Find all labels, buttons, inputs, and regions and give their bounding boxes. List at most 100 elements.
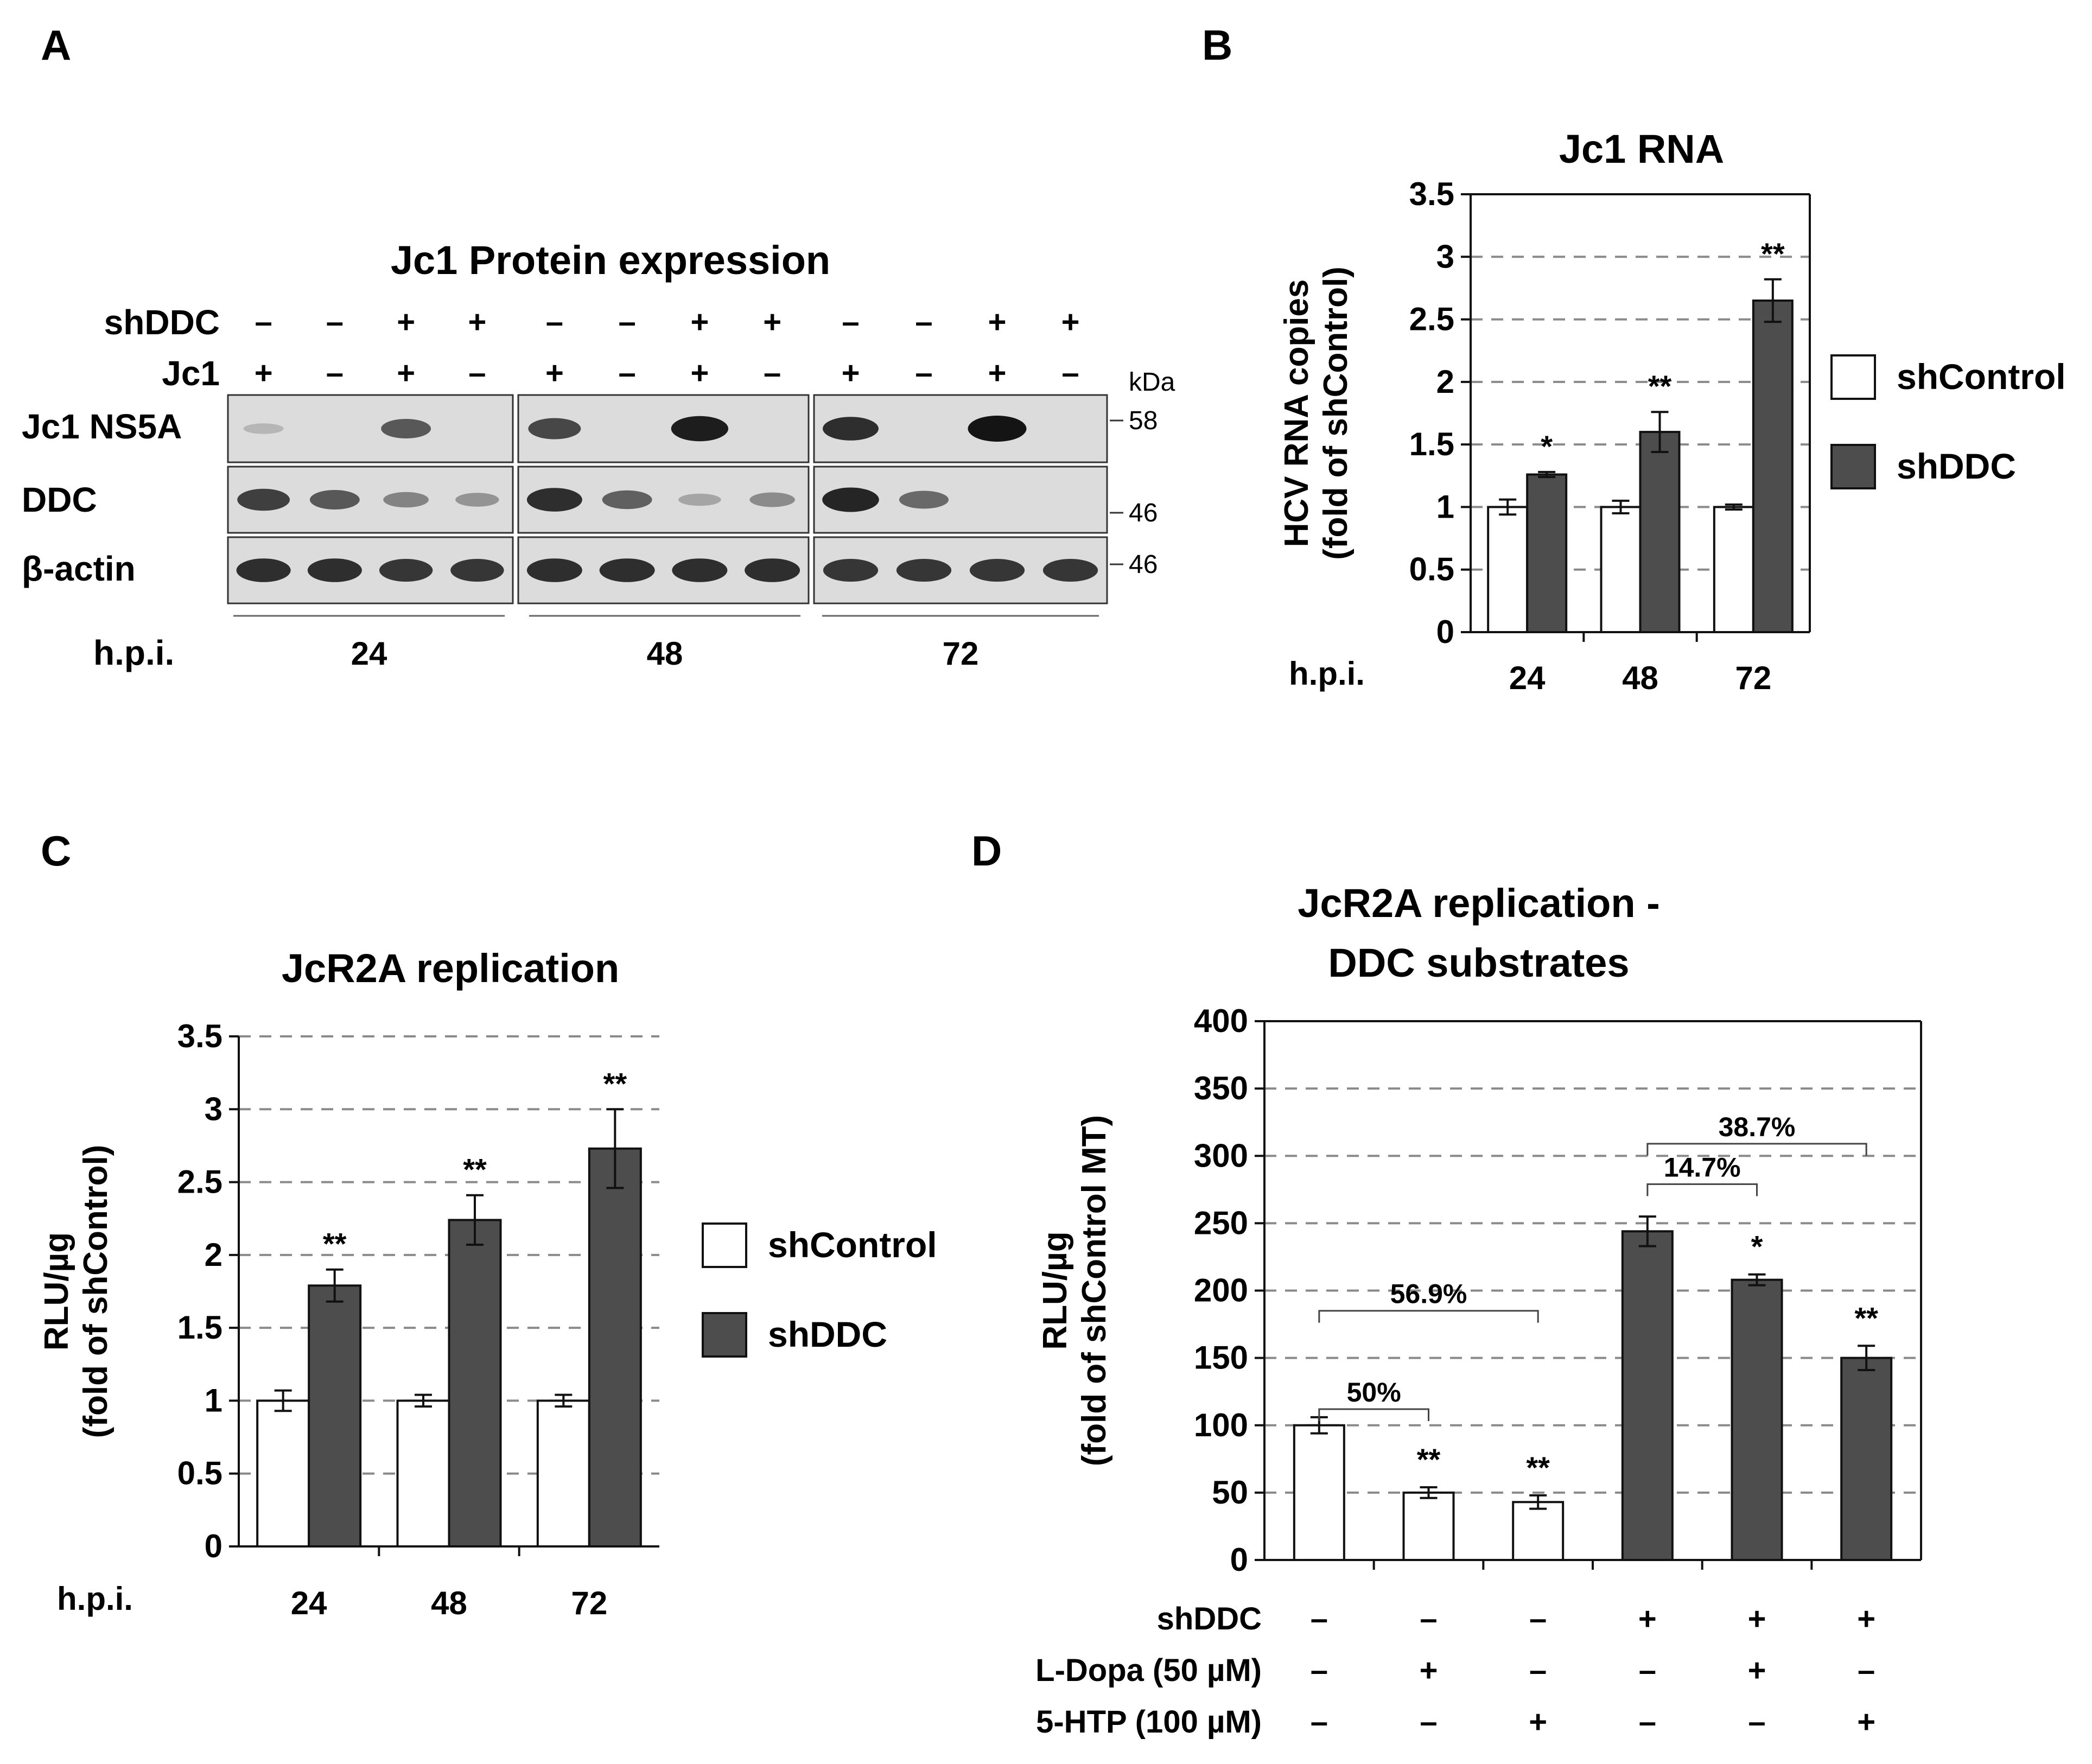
comparison-bracket — [1318, 1408, 1429, 1421]
y-tick-label: 1 — [205, 1382, 222, 1418]
jc1-sign: + — [842, 355, 860, 391]
significance-marker: * — [1541, 429, 1553, 463]
significance-marker: ** — [603, 1066, 627, 1100]
condition-sign: + — [1638, 1601, 1657, 1636]
x-axis-label: h.p.i. — [57, 1581, 133, 1617]
protein-band — [236, 558, 291, 582]
y-tick-label: 2.5 — [1409, 301, 1454, 337]
panel-c-letter: C — [41, 827, 71, 875]
y-tick-label: 250 — [1194, 1205, 1248, 1241]
blot-row-label: β-actin — [22, 549, 136, 588]
condition-sign: + — [1857, 1601, 1875, 1636]
bar-shddc — [1840, 1357, 1893, 1561]
jc1-sign: – — [468, 355, 486, 391]
jc1-sign: – — [326, 355, 344, 391]
x-category-label: 48 — [431, 1585, 467, 1621]
y-axis-label: RLU/µg — [1037, 1231, 1074, 1349]
significance-marker: ** — [1761, 237, 1785, 271]
y-tick-label: 350 — [1194, 1070, 1248, 1106]
panel-a: A Jc1 Protein expression shDDC Jc1 kDa –… — [22, 21, 1175, 672]
x-axis-label: h.p.i. — [1289, 655, 1365, 692]
condition-sign: + — [1748, 1653, 1766, 1688]
y-tick-label: 1.5 — [177, 1309, 222, 1346]
y-tick-label: 2 — [205, 1237, 222, 1273]
bar-shddc — [448, 1219, 502, 1548]
protein-band — [896, 559, 952, 582]
condition-sign: – — [1420, 1601, 1437, 1636]
shddc-sign: – — [546, 304, 563, 340]
bar-shcontrol — [1512, 1501, 1565, 1561]
chart-title: JcR2A replication — [282, 946, 619, 991]
condition-sign: + — [1529, 1704, 1547, 1740]
chart-title: JcR2A replication - — [1298, 881, 1660, 926]
shddc-row-label: shDDC — [104, 303, 220, 342]
shddc-sign: – — [842, 304, 859, 340]
condition-sign: + — [1420, 1653, 1438, 1688]
bar-shddc — [1731, 1278, 1783, 1561]
legend-swatch-shcontrol — [1830, 354, 1876, 400]
bar-shddc — [1621, 1230, 1674, 1561]
bar-shcontrol — [396, 1399, 450, 1548]
kda-marker: 46 — [1129, 550, 1158, 579]
jc1-row-label: Jc1 — [162, 354, 220, 393]
bar-shddc — [588, 1147, 642, 1548]
condition-sign: – — [1311, 1601, 1328, 1636]
timepoint-label: 48 — [647, 635, 683, 672]
y-tick-label: 3 — [1436, 238, 1454, 275]
legend-label: shControl — [768, 1225, 937, 1265]
x-category-label: 72 — [571, 1585, 607, 1621]
timepoint-label: 72 — [943, 635, 979, 672]
y-axis-label: (fold of shControl) — [1317, 266, 1355, 560]
protein-band — [455, 493, 499, 507]
lane-signs: – + – – + + + – – + – – + + + – – + – – + + + – — [255, 304, 1080, 391]
y-tick-label: 200 — [1194, 1272, 1248, 1309]
y-tick-label: 0.5 — [177, 1455, 222, 1492]
comparison-percent: 56.9% — [1390, 1279, 1467, 1309]
x-category-label: 24 — [1509, 660, 1546, 696]
comparison-percent: 38.7% — [1719, 1112, 1796, 1142]
kda-marker: 46 — [1129, 499, 1158, 527]
shddc-sign: – — [618, 304, 635, 340]
protein-band — [678, 493, 721, 506]
comparison-percent: 50% — [1347, 1377, 1401, 1408]
condition-sign: – — [1858, 1653, 1875, 1688]
y-tick-label: 1.5 — [1409, 426, 1454, 462]
y-tick-label: 100 — [1194, 1407, 1248, 1443]
condition-sign: + — [1748, 1601, 1766, 1636]
y-tick-label: 0 — [1436, 614, 1454, 650]
comparison-percent: 14.7% — [1664, 1152, 1741, 1182]
protein-band — [450, 559, 504, 582]
legend-label: shDDC — [768, 1314, 887, 1354]
y-tick-label: 50 — [1212, 1474, 1248, 1511]
bar-shddc — [1752, 299, 1794, 633]
y-tick-label: 3.5 — [177, 1018, 222, 1054]
protein-band — [379, 559, 433, 582]
condition-sign: – — [1311, 1704, 1328, 1740]
panel-d-letter: D — [971, 827, 1002, 875]
protein-band — [599, 558, 655, 582]
shddc-sign: – — [915, 304, 932, 340]
kda-marker: 58 — [1129, 406, 1158, 435]
panel-d: D JcR2A replication - DDC substrates 0 50 10… — [971, 827, 1922, 1740]
y-axis-label: (fold of shControl MT) — [1076, 1115, 1113, 1466]
y-tick-label: 1 — [1436, 488, 1454, 525]
bar-shcontrol — [1487, 506, 1529, 634]
condition-sign: – — [1529, 1653, 1547, 1688]
jc1-sign: – — [618, 355, 635, 391]
comparison-bracket — [1646, 1143, 1867, 1156]
blot-row-label: DDC — [22, 480, 97, 519]
x-category-label: 72 — [1735, 660, 1771, 696]
protein-band — [749, 492, 795, 507]
jc1-sign: + — [255, 355, 273, 391]
protein-band — [528, 418, 581, 440]
jc1-sign: + — [545, 355, 564, 391]
protein-band — [969, 559, 1025, 582]
panel-a-letter: A — [41, 21, 71, 69]
bar-shddc — [1639, 431, 1681, 633]
y-tick-label: 3 — [205, 1091, 222, 1127]
y-tick-label: 0 — [1230, 1542, 1248, 1578]
protein-band — [968, 416, 1027, 442]
legend-swatch-shddc — [1830, 444, 1876, 489]
western-blots: Jc1 NS5A 58 DDC 46 β-actin 46 — [22, 394, 1158, 604]
